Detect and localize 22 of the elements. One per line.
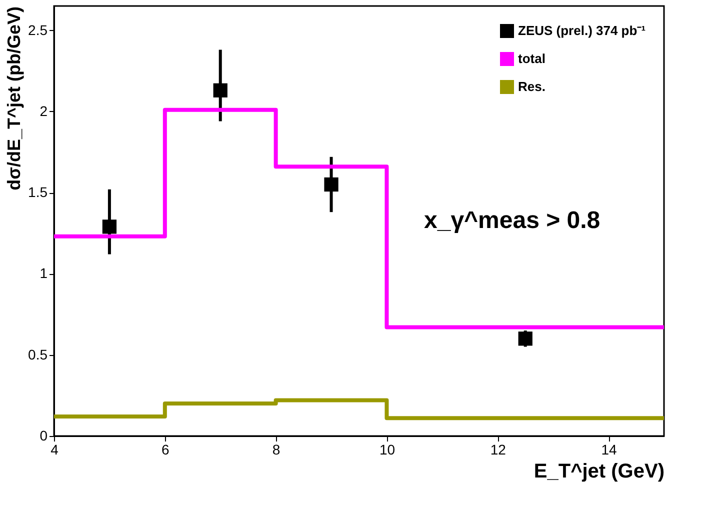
point: [324, 177, 338, 192]
x-tick-label: 8: [272, 442, 280, 458]
legend-label: Res.: [518, 79, 546, 94]
y-tick-label: 0: [40, 428, 48, 444]
y-tick-label: 2.5: [28, 22, 48, 38]
annotation: x_γ^meas > 0.8: [424, 207, 600, 234]
point: [213, 83, 228, 98]
y-tick-label: 1: [40, 265, 48, 282]
point: [518, 332, 532, 346]
y-tick-label: 1.5: [28, 184, 48, 200]
x-tick-label: 14: [601, 442, 618, 458]
x-tick-label: 4: [50, 442, 59, 458]
legend-label: total: [518, 51, 546, 66]
y-tick-label: 0.5: [28, 346, 48, 362]
legend-label: ZEUS (prel.) 374 pb⁻¹: [518, 23, 646, 38]
y-axis-title: dσ/dE_T^jet (pb/GeV): [4, 6, 24, 190]
x-tick-label: 12: [490, 442, 506, 458]
x-axis-title: E_T^jet (GeV): [534, 460, 664, 482]
x-tick-label: 6: [162, 442, 170, 458]
point: [102, 220, 117, 234]
y-tick-label: 2: [40, 102, 48, 119]
x-tick-label: 10: [379, 442, 396, 458]
